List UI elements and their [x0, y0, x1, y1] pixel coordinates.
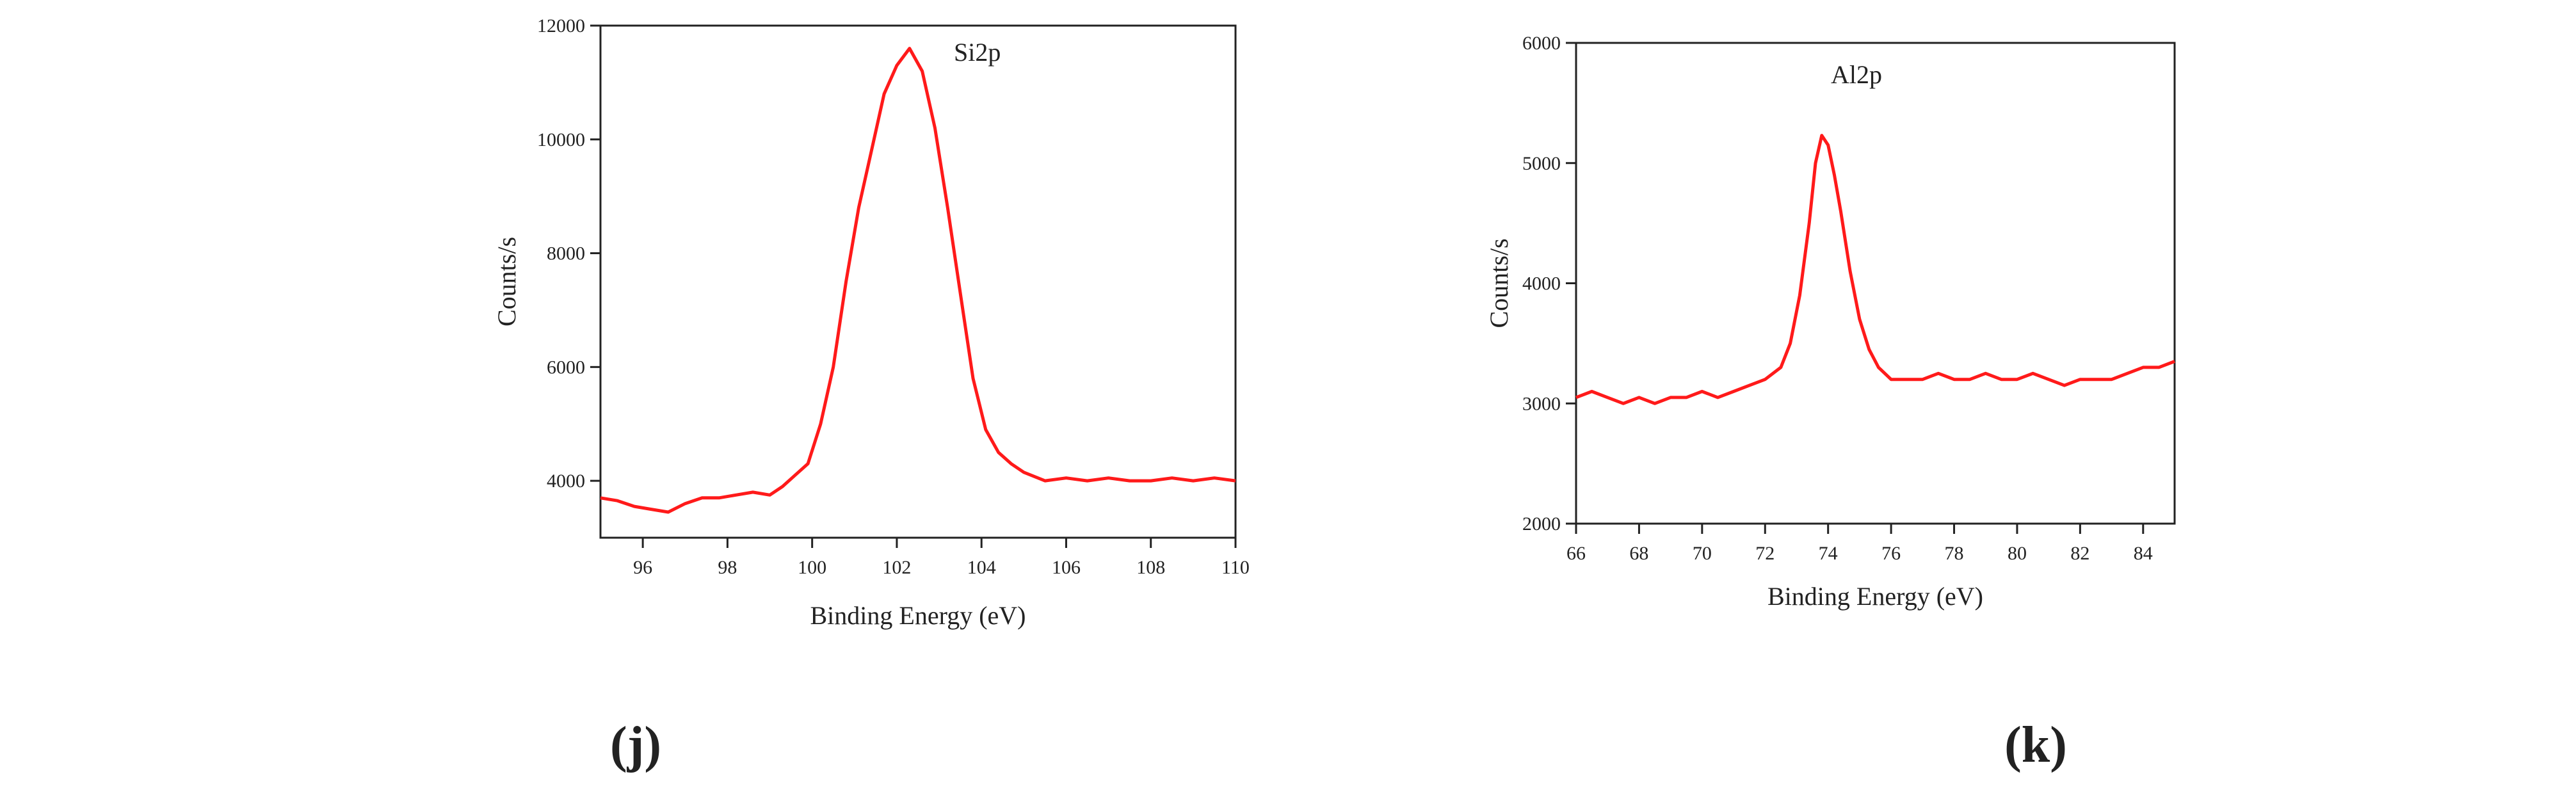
- y-axis-ticks: 2000 3000 4000 5000 6000: [1522, 33, 1576, 535]
- x-tick-label: 78: [1945, 543, 1964, 564]
- x-tick-label: 100: [798, 557, 826, 578]
- series-line-si2p: [600, 47, 1236, 514]
- x-tick-label: 106: [1052, 557, 1081, 578]
- y-tick-label: 6000: [1522, 33, 1561, 54]
- x-tick-label: 80: [2008, 543, 2027, 564]
- y-tick-label: 4000: [1522, 273, 1561, 294]
- x-axis-ticks: 66 68 70 72 74 76 78 80 82 84: [1566, 524, 2153, 564]
- x-tick-label: 108: [1136, 557, 1165, 578]
- x-tick-label: 104: [967, 557, 996, 578]
- y-axis-title: Counts/s: [492, 237, 521, 326]
- y-tick-label: 3000: [1522, 393, 1561, 414]
- x-axis-ticks: 96 98 100 102 104 106 108 110: [633, 538, 1250, 578]
- y-tick-label: 12000: [537, 15, 585, 36]
- y-axis-title: Counts/s: [1485, 238, 1513, 328]
- x-tick-label: 96: [633, 557, 652, 578]
- panel-label: (k): [2004, 717, 2067, 773]
- peak-annotation: Si2p: [954, 38, 1001, 67]
- y-axis-ticks: 4000 6000 8000 10000 12000: [537, 15, 600, 492]
- peak-annotation: Al2p: [1831, 60, 1882, 89]
- y-tick-label: 10000: [537, 129, 585, 150]
- x-tick-label: 110: [1221, 557, 1250, 578]
- y-tick-label: 4000: [547, 470, 585, 492]
- y-tick-label: 6000: [547, 357, 585, 378]
- x-tick-label: 70: [1693, 543, 1712, 564]
- chart-panel-j: 4000 6000 8000 10000 12000 96 98 100 102 104 106 1…: [492, 15, 1250, 773]
- x-tick-label: 82: [2070, 543, 2089, 564]
- x-tick-label: 76: [1881, 543, 1901, 564]
- x-tick-label: 98: [718, 557, 737, 578]
- y-tick-label: 2000: [1522, 513, 1561, 535]
- plot-frame: [599, 24, 1237, 539]
- x-tick-label: 102: [882, 557, 911, 578]
- chart-panel-k: 2000 3000 4000 5000 6000 66 68 70 72 74 76 78 80 82 8…: [1485, 33, 2176, 773]
- x-tick-label: 72: [1755, 543, 1775, 564]
- x-tick-label: 66: [1566, 543, 1586, 564]
- series-line-al2p: [1575, 134, 2175, 405]
- x-tick-label: 84: [2134, 543, 2153, 564]
- plot-frame: [1575, 42, 2176, 525]
- y-tick-label: 5000: [1522, 153, 1561, 174]
- x-tick-label: 68: [1629, 543, 1648, 564]
- x-axis-title: Binding Energy (eV): [1767, 582, 1983, 611]
- y-tick-label: 8000: [547, 243, 585, 264]
- x-tick-label: 74: [1819, 543, 1838, 564]
- x-axis-title: Binding Energy (eV): [810, 601, 1026, 630]
- panel-label: (j): [610, 717, 661, 773]
